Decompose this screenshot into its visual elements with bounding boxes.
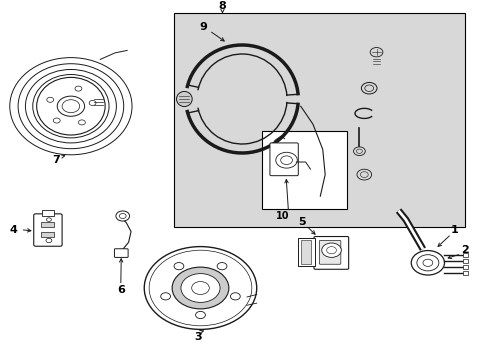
Ellipse shape bbox=[37, 77, 105, 135]
Bar bbox=[41, 210, 54, 216]
Ellipse shape bbox=[144, 247, 256, 329]
Ellipse shape bbox=[410, 251, 444, 275]
Text: 6: 6 bbox=[117, 285, 124, 295]
Text: 2: 2 bbox=[460, 245, 468, 255]
Ellipse shape bbox=[176, 91, 192, 107]
Bar bbox=[300, 240, 311, 264]
Text: 10: 10 bbox=[275, 211, 289, 221]
Text: 9: 9 bbox=[199, 22, 206, 32]
Bar bbox=[41, 222, 54, 227]
Text: 4: 4 bbox=[10, 225, 18, 235]
FancyBboxPatch shape bbox=[313, 237, 348, 269]
Circle shape bbox=[161, 293, 170, 300]
Bar bbox=[462, 253, 467, 257]
FancyBboxPatch shape bbox=[319, 240, 340, 264]
Circle shape bbox=[321, 243, 341, 257]
Bar bbox=[261, 131, 346, 209]
Circle shape bbox=[195, 311, 205, 319]
Text: 1: 1 bbox=[450, 225, 458, 235]
FancyBboxPatch shape bbox=[34, 214, 62, 246]
Circle shape bbox=[57, 96, 84, 116]
Text: 3: 3 bbox=[194, 332, 202, 342]
Circle shape bbox=[116, 211, 129, 221]
Bar bbox=[462, 265, 467, 269]
Ellipse shape bbox=[172, 267, 228, 309]
Circle shape bbox=[174, 262, 183, 270]
Bar bbox=[173, 13, 464, 227]
FancyBboxPatch shape bbox=[114, 249, 128, 257]
Circle shape bbox=[217, 262, 226, 270]
Circle shape bbox=[230, 293, 240, 300]
Bar bbox=[41, 232, 54, 237]
Ellipse shape bbox=[181, 274, 220, 302]
Text: 5: 5 bbox=[298, 217, 305, 228]
Bar bbox=[462, 259, 467, 263]
FancyBboxPatch shape bbox=[269, 143, 298, 176]
Text: 7: 7 bbox=[52, 155, 60, 165]
Bar bbox=[298, 238, 315, 266]
Text: 8: 8 bbox=[218, 1, 226, 12]
Bar bbox=[462, 271, 467, 275]
